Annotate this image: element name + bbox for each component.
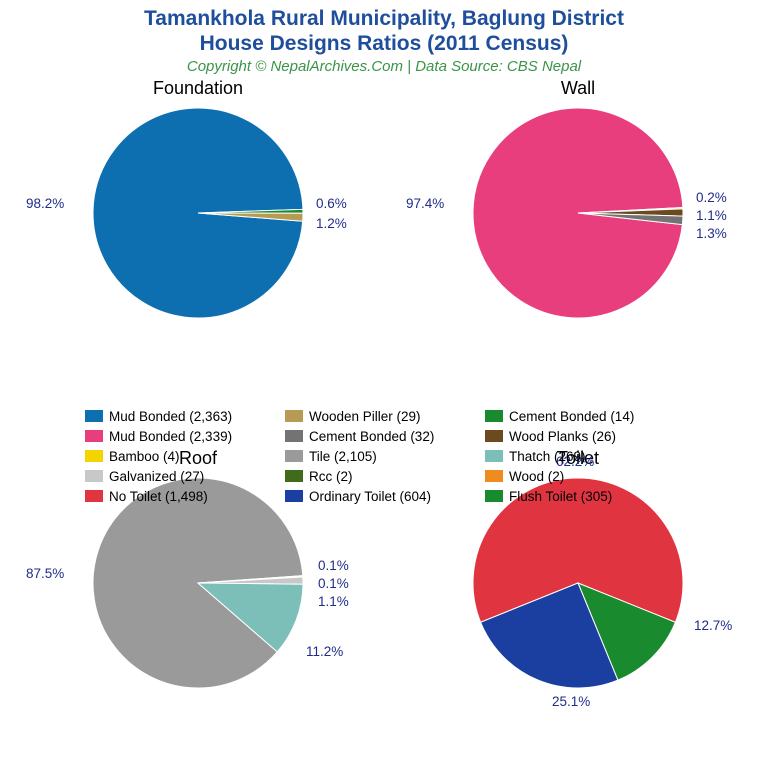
legend-label: Rcc (2) [309,469,353,484]
legend-item: No Toilet (1,498) [85,486,285,506]
pct-wall-3: 1.3% [696,226,727,241]
legend-swatch [285,490,303,502]
legend-label: Wood Planks (26) [509,429,616,444]
pct-foundation-1: 0.6% [316,196,347,211]
pct-wall-2: 1.1% [696,208,727,223]
legend-swatch [485,430,503,442]
pct-roof-1: 0.1% [318,558,349,573]
legend-item: Galvanized (27) [85,466,285,486]
legend-item: Bamboo (4) [85,446,285,466]
legend: Mud Bonded (2,363) Wooden Piller (29) Ceme… [85,406,685,506]
legend-swatch [85,470,103,482]
legend-label: No Toilet (1,498) [109,489,208,504]
legend-item: Wood (2) [485,466,685,486]
legend-label: Mud Bonded (2,339) [109,429,232,444]
charts-grid: Foundation 98.2% 0.6% 1.2% Wall 97.4% 0.… [0,78,768,768]
legend-label: Mud Bonded (2,363) [109,409,232,424]
legend-label: Galvanized (27) [109,469,204,484]
chart-wall: Wall 97.4% 0.2% 1.1% 1.3% [388,78,768,358]
pct-roof-main: 87.5% [26,566,64,581]
legend-item: Flush Toilet (305) [485,486,685,506]
legend-swatch [85,450,103,462]
legend-swatch [85,410,103,422]
legend-swatch [85,430,103,442]
legend-swatch [485,410,503,422]
legend-item: Cement Bonded (14) [485,406,685,426]
pie-wall [463,103,693,323]
title-line2: House Designs Ratios (2011 Census) [0,31,768,56]
legend-item: Wood Planks (26) [485,426,685,446]
legend-item: Wooden Piller (29) [285,406,485,426]
legend-label: Bamboo (4) [109,449,180,464]
chart-foundation: Foundation 98.2% 0.6% 1.2% [8,78,388,358]
legend-label: Wood (2) [509,469,564,484]
pct-toilet-1: 12.7% [694,618,732,633]
subtitle: Copyright © NepalArchives.Com | Data Sou… [0,58,768,75]
legend-swatch [285,470,303,482]
legend-swatch [285,410,303,422]
pct-roof-2: 0.1% [318,576,349,591]
legend-label: Cement Bonded (32) [309,429,434,444]
legend-item: Mud Bonded (2,363) [85,406,285,426]
legend-swatch [485,490,503,502]
legend-label: Wooden Piller (29) [309,409,421,424]
pct-foundation-2: 1.2% [316,216,347,231]
legend-label: Tile (2,105) [309,449,377,464]
legend-swatch [285,430,303,442]
pct-roof-3: 1.1% [318,594,349,609]
legend-item: Rcc (2) [285,466,485,486]
legend-item: Tile (2,105) [285,446,485,466]
title-line1: Tamankhola Rural Municipality, Baglung D… [0,6,768,31]
legend-swatch [285,450,303,462]
legend-label: Cement Bonded (14) [509,409,634,424]
legend-label: Thatch (269) [509,449,586,464]
legend-label: Flush Toilet (305) [509,489,612,504]
pie-foundation [83,103,313,323]
figure-root: Tamankhola Rural Municipality, Baglung D… [0,0,768,768]
legend-item: Ordinary Toilet (604) [285,486,485,506]
legend-item: Mud Bonded (2,339) [85,426,285,446]
chart-title-foundation: Foundation [8,78,388,99]
pie-toilet [463,473,693,693]
pct-foundation-main: 98.2% [26,196,64,211]
pct-toilet-2: 25.1% [552,694,590,709]
pct-wall-main: 97.4% [406,196,444,211]
legend-label: Ordinary Toilet (604) [309,489,431,504]
legend-item: Thatch (269) [485,446,685,466]
pct-wall-1: 0.2% [696,190,727,205]
legend-swatch [485,470,503,482]
legend-item: Cement Bonded (32) [285,426,485,446]
legend-swatch [485,450,503,462]
pie-roof [83,473,313,693]
chart-title-wall: Wall [388,78,768,99]
pct-roof-4: 11.2% [306,644,343,659]
legend-swatch [85,490,103,502]
title-block: Tamankhola Rural Municipality, Baglung D… [0,0,768,75]
